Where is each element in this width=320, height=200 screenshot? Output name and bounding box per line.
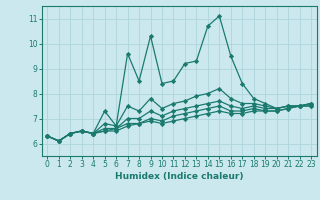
X-axis label: Humidex (Indice chaleur): Humidex (Indice chaleur) — [115, 172, 244, 181]
